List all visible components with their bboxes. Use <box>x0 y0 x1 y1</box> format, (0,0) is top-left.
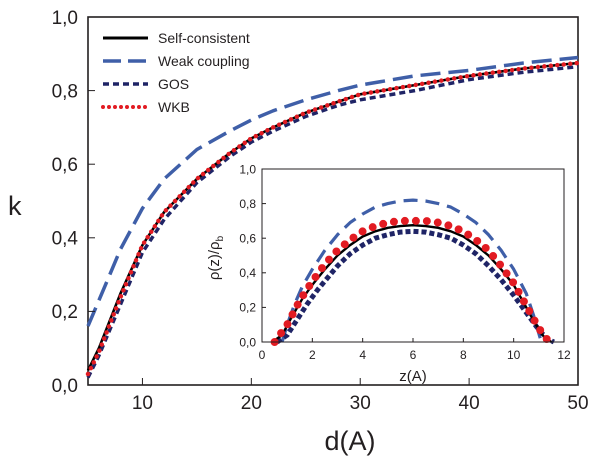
inset-series-gos <box>275 228 555 345</box>
main-series-group <box>85 55 581 379</box>
main-x-tick-label: 40 <box>459 393 480 414</box>
inset-y-axis-ticks: 0,0 0,2 0,4 0,6 0,8 1,0 <box>239 162 266 349</box>
main-x-tick-label: 50 <box>567 393 588 414</box>
main-y-tick-label: 0,2 <box>52 302 78 323</box>
legend: Self-consistent Weak coupling GOS WKB <box>101 30 250 115</box>
main-x-axis-ticks: 10 20 30 40 50 <box>132 378 589 414</box>
main-plot-frame <box>87 16 579 386</box>
inset-x-tick-label: 6 <box>410 348 417 362</box>
main-y-axis-label: k <box>8 191 22 221</box>
inset-chart: 0 2 4 6 8 10 12 0,0 0,2 0,4 0,6 0,8 1,0 z(A) ρ(z)/ρ… <box>206 162 571 385</box>
main-y-tick-label: 0,4 <box>52 229 79 250</box>
main-x-tick-label: 10 <box>132 393 153 414</box>
main-y-axis-ticks: 0,0 0,2 0,4 0,6 0,8 1,0 <box>52 8 95 397</box>
inset-y-tick-label: 1,0 <box>239 162 256 176</box>
main-x-axis-label: d(A) <box>324 426 375 456</box>
legend-label-gos: GOS <box>158 76 189 92</box>
inset-x-tick-label: 2 <box>309 348 316 362</box>
main-y-tick-label: 0,6 <box>52 155 78 176</box>
inset-x-tick-label: 12 <box>557 348 571 362</box>
inset-y-axis-label: ρ(z)/ρb <box>206 235 226 280</box>
inset-series-weak-coupling <box>280 198 543 343</box>
main-x-tick-label: 20 <box>241 393 262 414</box>
inset-series-wkb <box>270 216 553 346</box>
main-y-tick-label: 0,0 <box>52 376 78 397</box>
main-series-wkb <box>85 60 581 377</box>
inset-y-tick-label: 0,0 <box>239 335 256 349</box>
inset-x-tick-label: 10 <box>507 348 521 362</box>
inset-x-tick-label: 4 <box>359 348 366 362</box>
inset-series-group <box>270 198 555 346</box>
inset-x-tick-label: 0 <box>259 348 266 362</box>
inset-y-tick-label: 0,4 <box>239 266 256 280</box>
main-series-gos <box>86 64 579 379</box>
main-y-tick-label: 0,8 <box>52 81 78 102</box>
inset-plot-background <box>262 169 564 342</box>
inset-y-axis-label-main: ρ(z)/ρ <box>206 241 223 280</box>
inset-y-tick-label: 0,8 <box>239 197 256 211</box>
legend-label-wkb: WKB <box>158 99 190 115</box>
main-x-tick-label: 30 <box>350 393 371 414</box>
inset-y-axis-label-sub: b <box>215 235 226 241</box>
legend-label-self-consistent: Self-consistent <box>158 30 250 46</box>
inset-y-tick-label: 0,2 <box>239 301 256 315</box>
main-y-tick-label: 1,0 <box>52 8 78 29</box>
inset-x-axis-ticks: 0 2 4 6 8 10 12 <box>259 338 571 362</box>
legend-label-weak-coupling: Weak coupling <box>158 53 250 69</box>
main-series-weak-coupling <box>86 55 579 327</box>
main-chart: 10 20 30 40 50 0,00,20,40,60,81,0 d(A) k Sel… <box>8 8 589 456</box>
inset-x-tick-label: 8 <box>460 348 467 362</box>
inset-y-tick-label: 0,6 <box>239 232 256 246</box>
inset-x-axis-label: z(A) <box>399 368 427 385</box>
